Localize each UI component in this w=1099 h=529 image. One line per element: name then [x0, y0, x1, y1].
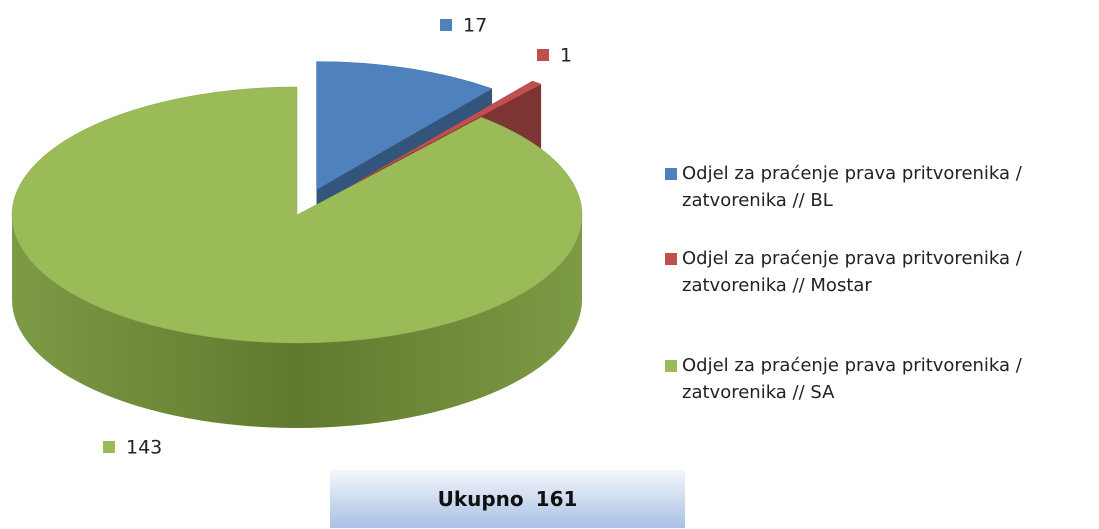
total-label: Ukupno — [437, 487, 524, 511]
legend-label: Odjel za praćenje prava pritvorenika / z… — [682, 163, 1022, 211]
total-value: 161 — [535, 487, 578, 511]
legend-entry: Odjel za praćenje prava pritvorenika / z… — [665, 245, 1095, 299]
total-box: Ukupno 161 — [330, 470, 685, 528]
legend-entry: Odjel za praćenje prava pritvorenika / z… — [665, 352, 1095, 406]
label-swatch — [440, 19, 452, 31]
slice — [316, 61, 493, 190]
label-swatch — [537, 49, 549, 61]
legend-label: Odjel za praćenje prava pritvorenika / z… — [682, 355, 1022, 403]
legend-label: Odjel za praćenje prava pritvorenika / z… — [682, 248, 1022, 296]
legend-swatch — [665, 360, 677, 372]
slice — [11, 86, 583, 344]
legend-swatch — [665, 168, 677, 180]
data-label: 17 — [463, 15, 487, 37]
data-label: 1 — [560, 45, 572, 67]
legend-swatch — [665, 253, 677, 265]
data-label: 143 — [126, 437, 162, 459]
legend-entry: Odjel za praćenje prava pritvorenika / z… — [665, 160, 1095, 214]
slice — [356, 80, 542, 183]
label-swatch — [103, 441, 115, 453]
slice-side — [12, 215, 582, 428]
